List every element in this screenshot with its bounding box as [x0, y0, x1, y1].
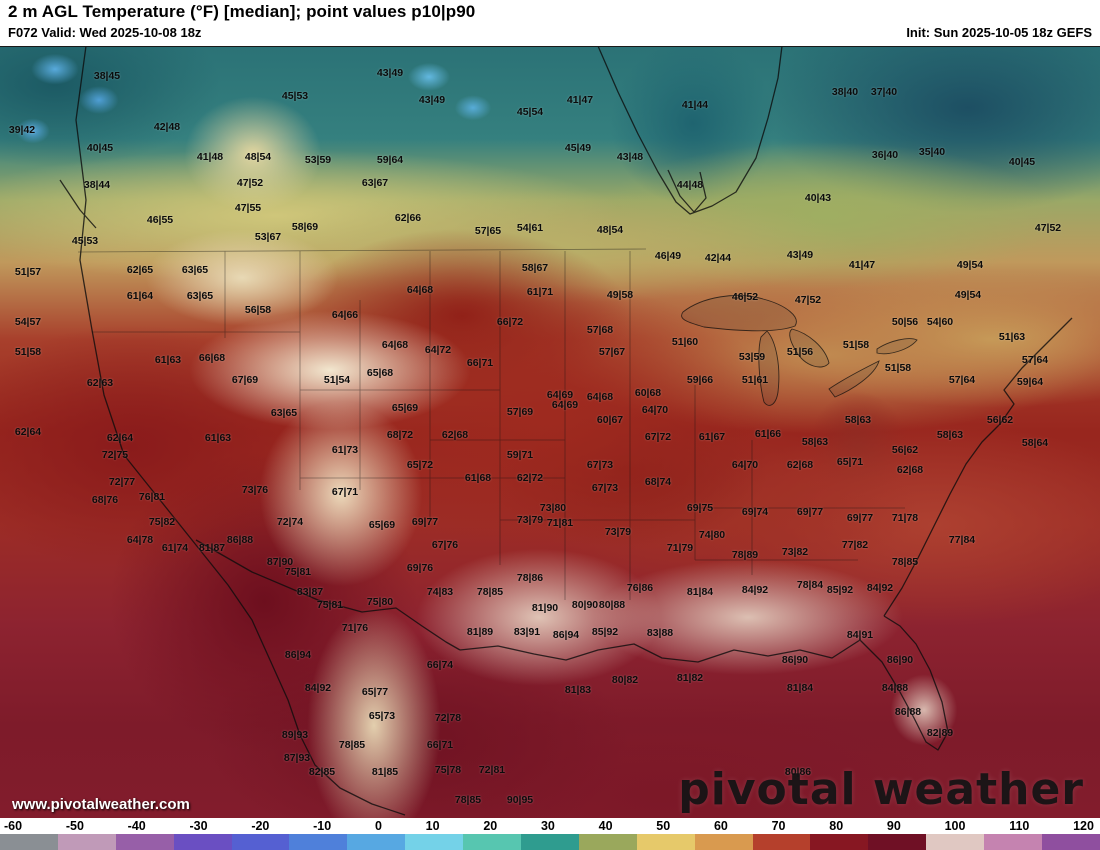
colorbar-tick: -40: [127, 819, 146, 833]
colorbar-segment: [521, 834, 579, 850]
colorbar-tick: 110: [1009, 819, 1030, 833]
colorbar-tick: -20: [251, 819, 270, 833]
valid-time-label: F072 Valid: Wed 2025-10-08 18z: [8, 25, 202, 40]
colorbar-segment: [636, 834, 695, 850]
colorbar-tick: 100: [944, 819, 966, 833]
colorbar-tick: 0: [374, 819, 382, 833]
init-time-label: Init: Sun 2025-10-05 18z GEFS: [906, 25, 1092, 40]
colorbar-segment: [347, 834, 406, 850]
colorbar-segment: [578, 834, 637, 850]
colorbar-segment: [463, 834, 522, 850]
temperature-map: [0, 46, 1100, 818]
colorbar-tick: -30: [189, 819, 208, 833]
colorbar-segment: [231, 834, 290, 850]
colorbar-segment: [810, 834, 869, 850]
colorbar-tick: -50: [65, 819, 84, 833]
colorbar-segment: [57, 834, 116, 850]
colorbar-tick: 120: [1073, 819, 1094, 833]
colorbar-tick: -10: [313, 819, 332, 833]
pivotal-weather-logo: pivotal weather: [678, 764, 1084, 815]
colorbar-segment: [289, 834, 348, 850]
colorbar-tick: -60: [4, 819, 23, 833]
colorbar-segment: [1042, 834, 1100, 850]
colorbar-tick: 70: [771, 819, 786, 833]
colorbar-segment: [115, 834, 174, 850]
colorbar: [0, 834, 1100, 850]
colorbar-segment: [405, 834, 464, 850]
colorbar-tick: 80: [829, 819, 844, 833]
colorbar-segment: [984, 834, 1043, 850]
website-url: www.pivotalweather.com: [12, 796, 190, 813]
colorbar-tick: 30: [540, 819, 555, 833]
colorbar-segment: [926, 834, 985, 850]
header-subrow: F072 Valid: Wed 2025-10-08 18z Init: Sun…: [8, 25, 1092, 40]
colorbar-segment: [752, 834, 811, 850]
colorbar-segment: [868, 834, 927, 850]
colorbar-tick: 60: [713, 819, 728, 833]
page-title: 2 m AGL Temperature (°F) [median]; point…: [8, 2, 476, 21]
colorbar-ticks: -60 -50 -40 -30 -20 -10 0 10 20 30 40 50 60 70 80 90 100…: [0, 818, 1100, 834]
colorbar-segment: [694, 834, 753, 850]
colorbar-tick: 20: [483, 819, 498, 833]
colorbar-tick: 40: [598, 819, 613, 833]
header: 2 m AGL Temperature (°F) [median]; point…: [0, 0, 1100, 47]
colorbar-segment: [0, 834, 58, 850]
colorbar-segment: [173, 834, 232, 850]
colorbar-tick: 90: [886, 819, 901, 833]
colorbar-tick: 50: [656, 819, 671, 833]
colorbar-tick: 10: [425, 819, 440, 833]
